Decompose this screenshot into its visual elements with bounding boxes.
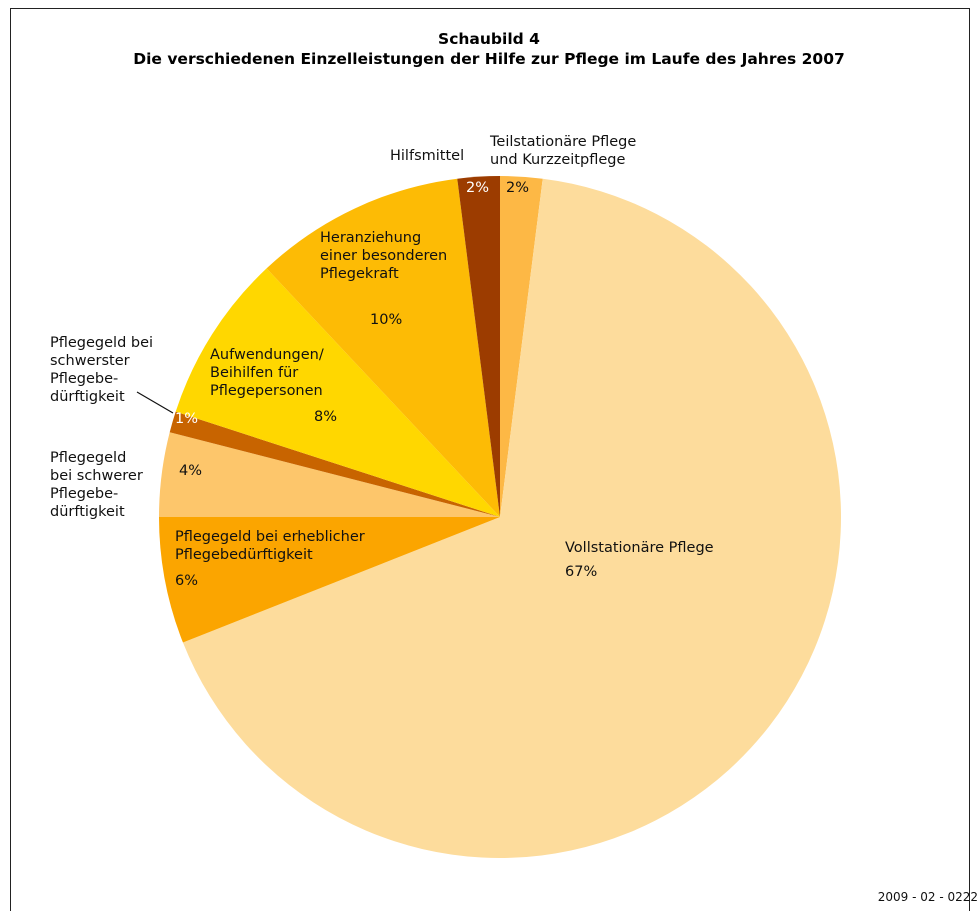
pie-slice — [457, 176, 500, 517]
pie-slice — [175, 268, 500, 517]
pie-slice — [159, 517, 500, 643]
value-label: 6% — [175, 573, 199, 589]
slice-label: Heranziehung einer besonderen Pflegekraf… — [320, 230, 448, 282]
pie-slice — [182, 178, 842, 858]
slice-label: Teilstationäre Pflege und Kurzzeitpflege — [490, 134, 637, 168]
pie-slice — [169, 411, 500, 517]
slice-label: Hilfsmittel — [390, 148, 465, 164]
value-label: 67% — [565, 564, 598, 580]
leader-line — [136, 391, 174, 414]
frame — [10, 8, 970, 911]
slice-label: Pflegegeld bei schwerster Pflegebe- dürf… — [50, 335, 154, 405]
pie-slice — [159, 432, 500, 517]
value-label: 10% — [370, 312, 403, 328]
value-label: 4% — [179, 463, 203, 479]
value-label: 2% — [466, 180, 490, 196]
footnote: 2009 - 02 - 0222 — [877, 890, 978, 904]
pie-slice — [266, 178, 500, 517]
chart-subtitle: Die verschiedenen Einzelleistungen der H… — [133, 50, 845, 68]
value-label: 1% — [175, 411, 199, 427]
slice-label: Pflegegeld bei schwerer Pflegebe- dürfti… — [50, 450, 143, 520]
slice-label: Aufwendungen/ Beihilfen für Pflegeperson… — [210, 347, 324, 399]
slice-label: Vollstationäre Pflege — [565, 540, 714, 556]
pie-slice — [500, 176, 543, 517]
value-label: 2% — [506, 180, 530, 196]
slice-label: Pflegegeld bei erheblicher Pflegebedürft… — [175, 529, 365, 563]
chart-title: Schaubild 4 — [438, 30, 540, 48]
value-label: 8% — [314, 409, 338, 425]
